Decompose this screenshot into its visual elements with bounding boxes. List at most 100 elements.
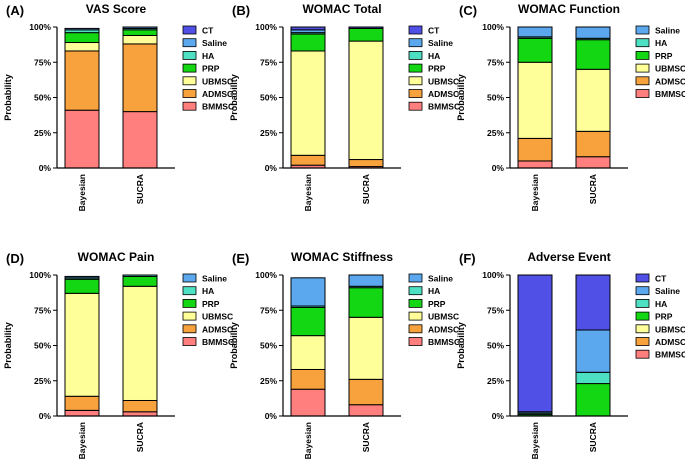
panel-label: (A)	[6, 3, 24, 18]
y-tick-label: 75%	[34, 57, 51, 67]
bar-segment-admsc-sucra	[122, 43, 158, 113]
y-tick-label: 25%	[260, 128, 277, 138]
x-category-label: SUCRA	[588, 174, 598, 204]
y-axis-label: Probability	[456, 322, 466, 369]
y-tick-label: 100%	[29, 22, 51, 32]
bar-segment-saline-sucra	[575, 26, 611, 39]
x-category-label: SUCRA	[361, 174, 371, 204]
y-tick-label: 100%	[255, 270, 277, 280]
panel-label: (B)	[232, 3, 250, 18]
legend-label-admsc: ADMSC	[428, 89, 459, 99]
legend-label-bmmsc: BMMSC	[655, 350, 685, 360]
legend-label-ha: HA	[202, 51, 214, 61]
y-axis-label: Probability	[229, 74, 239, 121]
legend-label-ct: CT	[202, 26, 214, 36]
legend-swatch-saline	[635, 286, 650, 296]
legend-swatch-bmmsc	[408, 101, 423, 111]
panel-label: (C)	[459, 3, 477, 18]
y-tick-label: 25%	[34, 128, 51, 138]
bar-segment-ct-bayesian	[517, 274, 553, 413]
bar-segment-prp-bayesian	[290, 33, 326, 52]
bar-segment-admsc-bayesian	[64, 50, 100, 111]
legend-label-ha: HA	[428, 286, 440, 296]
bar-segment-ha-sucra	[122, 274, 158, 277]
bar-segment-saline-sucra	[575, 329, 611, 373]
bar-segment-prp-bayesian	[64, 32, 100, 44]
bar-segment-ubmsc-sucra	[122, 34, 158, 45]
y-tick-label: 25%	[34, 376, 51, 386]
legend-label-ha: HA	[202, 286, 214, 296]
legend-swatch-prp	[182, 63, 197, 73]
legend-swatch-saline	[182, 273, 197, 283]
y-tick-label: 100%	[482, 22, 504, 32]
bar-segment-saline-bayesian	[290, 277, 326, 307]
bar-segment-admsc-bayesian	[517, 137, 553, 162]
bar-segment-ubmsc-bayesian	[517, 61, 553, 139]
legend-label-bmmsc: BMMSC	[428, 337, 460, 347]
chart-panel-womac-function: (C) WOMAC Function 0% 25% 50% 75% 100% Probabil…	[456, 2, 685, 211]
y-axis-label: Probability	[229, 322, 239, 369]
legend-label-ha: HA	[428, 51, 440, 61]
bar-segment-prp-bayesian	[64, 278, 100, 294]
y-axis-label: Probability	[3, 74, 13, 121]
chart-title: Adverse Event	[527, 250, 610, 264]
legend-label-saline: Saline	[202, 38, 227, 48]
y-tick-label: 0%	[39, 411, 52, 421]
y-tick-label: 50%	[487, 341, 504, 351]
bar-segment-prp-bayesian	[517, 37, 553, 63]
bar-segment-bmmsc-sucra	[122, 411, 158, 417]
legend-swatch-saline	[408, 273, 423, 283]
y-axis-label: Probability	[3, 322, 13, 369]
y-tick-label: 50%	[260, 93, 277, 103]
legend-label-saline: Saline	[655, 286, 680, 296]
legend-label-prp: PRP	[428, 299, 446, 309]
legend-swatch-bmmsc	[408, 337, 423, 346]
legend-swatch-admsc	[182, 89, 197, 98]
legend-label-bmmsc: BMMSC	[428, 102, 460, 112]
legend-label-prp: PRP	[655, 51, 673, 61]
bar-segment-saline-bayesian	[64, 275, 100, 279]
y-tick-label: 25%	[260, 376, 277, 386]
bar-segment-bmmsc-sucra	[575, 156, 611, 169]
bar-segment-admsc-sucra	[575, 130, 611, 158]
y-tick-label: 75%	[260, 57, 277, 67]
y-tick-label: 0%	[492, 163, 505, 173]
bar-segment-bmmsc-bayesian	[64, 409, 100, 417]
bar-segment-ubmsc-bayesian	[64, 42, 100, 52]
y-tick-label: 25%	[487, 128, 504, 138]
bar-segment-bmmsc-bayesian	[64, 109, 100, 169]
panel-label: (F)	[459, 251, 476, 266]
bar-segment-ha-sucra	[575, 371, 611, 385]
bar-segment-ct-sucra	[348, 26, 384, 29]
bar-segment-admsc-sucra	[348, 159, 384, 168]
legend-label-ubmsc: UBMSC	[655, 324, 685, 334]
legend-label-ubmsc: UBMSC	[202, 76, 233, 86]
legend-swatch-ubmsc	[408, 76, 423, 86]
legend-label-prp: PRP	[428, 64, 446, 74]
legend-swatch-ha	[408, 51, 423, 60]
legend-label-ct: CT	[428, 26, 440, 36]
chart-panel-adverse-event: (F) Adverse Event 0% 25% 50% 75% 100% Probabili…	[456, 250, 685, 459]
legend-label-ubmsc: UBMSC	[428, 312, 459, 322]
y-tick-label: 0%	[492, 411, 505, 421]
legend-label-saline: Saline	[428, 274, 453, 284]
legend-swatch-bmmsc	[635, 89, 650, 98]
legend-label-ubmsc: UBMSC	[655, 64, 685, 74]
legend-label-admsc: ADMSC	[428, 324, 459, 334]
bar-segment-ubmsc-sucra	[348, 40, 384, 161]
bar-segment-prp-sucra	[122, 275, 158, 287]
bar-segment-ubmsc-bayesian	[64, 292, 100, 397]
chart-panel-womac-stiffness: (E) WOMAC Stiffness 0% 25% 50% 75% 100% Probabi…	[229, 250, 460, 459]
bar-segment-ubmsc-sucra	[348, 316, 384, 380]
legend-label-admsc: ADMSC	[202, 324, 233, 334]
y-tick-label: 50%	[34, 341, 51, 351]
y-tick-label: 75%	[487, 305, 504, 315]
bar-segment-bmmsc-sucra	[348, 404, 384, 417]
legend-swatch-ubmsc	[408, 311, 423, 321]
legend-swatch-saline	[635, 25, 650, 35]
legend-label-admsc: ADMSC	[202, 89, 233, 99]
legend-swatch-ct	[408, 25, 423, 35]
bar-segment-admsc-sucra	[122, 399, 158, 413]
bar-segment-saline-sucra	[122, 26, 158, 29]
bar-segment-prp-sucra	[348, 287, 384, 318]
